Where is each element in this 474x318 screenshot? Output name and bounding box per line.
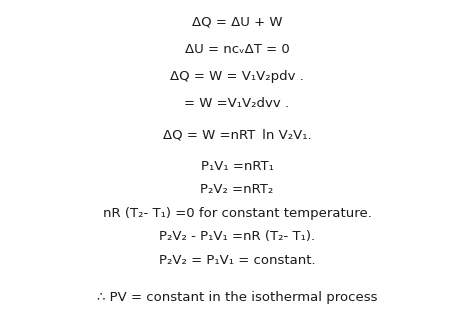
Text: ΔQ = ΔU + W: ΔQ = ΔU + W [192, 16, 282, 29]
Text: = W =V₁V₂dvv .: = W =V₁V₂dvv . [184, 97, 290, 110]
Text: nR (T₂- T₁) =0 for constant temperature.: nR (T₂- T₁) =0 for constant temperature. [102, 207, 372, 219]
Text: ΔQ = W = V₁V₂pdv .: ΔQ = W = V₁V₂pdv . [170, 70, 304, 83]
Text: ΔU = ncᵥΔT = 0: ΔU = ncᵥΔT = 0 [185, 43, 289, 56]
Text: P₂V₂ - P₁V₁ =nR (T₂- T₁).: P₂V₂ - P₁V₁ =nR (T₂- T₁). [159, 231, 315, 243]
Text: ∴ PV = constant in the isothermal process: ∴ PV = constant in the isothermal proces… [97, 291, 377, 304]
Text: P₁V₁ =nRT₁: P₁V₁ =nRT₁ [201, 161, 273, 173]
Text: P₂V₂ =nRT₂: P₂V₂ =nRT₂ [201, 183, 273, 196]
Text: ΔQ = W =nRT  ln V₂V₁.: ΔQ = W =nRT ln V₂V₁. [163, 129, 311, 142]
Text: P₂V₂ = P₁V₁ = constant.: P₂V₂ = P₁V₁ = constant. [159, 254, 315, 267]
